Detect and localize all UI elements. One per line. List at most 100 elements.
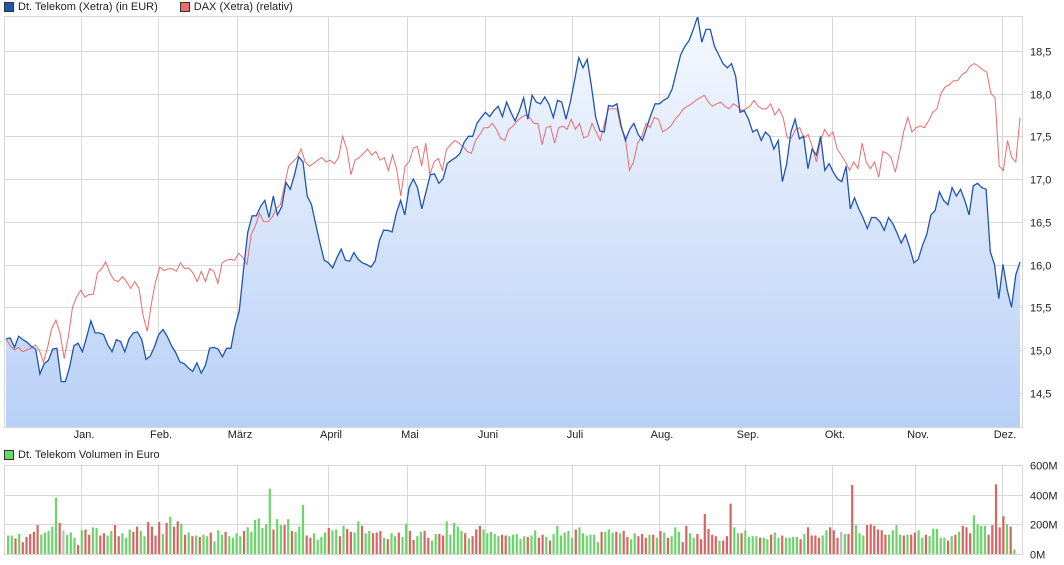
volume-bar xyxy=(265,524,268,554)
volume-bar xyxy=(430,540,434,554)
volume-bar xyxy=(652,534,655,554)
volume-bar xyxy=(836,537,839,554)
volume-bar xyxy=(851,485,854,554)
volume-bar xyxy=(504,535,507,554)
volume-bar xyxy=(464,533,467,554)
y-tick-label: 15,5 xyxy=(1030,303,1051,315)
volume-bar xyxy=(368,531,371,554)
price-area-fill xyxy=(6,16,1020,427)
volume-bar xyxy=(320,536,323,554)
volume-bar xyxy=(482,529,485,554)
volume-bar xyxy=(766,539,769,554)
volume-bar xyxy=(655,537,658,554)
volume-bar xyxy=(825,530,828,554)
x-tick-label: Okt. xyxy=(825,429,845,441)
volume-bar xyxy=(442,535,445,554)
volume-bar xyxy=(128,529,131,554)
volume-bar xyxy=(7,535,10,554)
volume-bar xyxy=(397,532,400,554)
volume-bar xyxy=(158,522,161,554)
volume-bar xyxy=(526,536,529,554)
volume-bar xyxy=(939,537,942,554)
volume-bar xyxy=(692,537,695,554)
volume-bar xyxy=(707,528,710,554)
volume-bar xyxy=(453,522,456,554)
volume-bar xyxy=(829,527,832,554)
volume-bar xyxy=(1009,526,1012,554)
volume-bar xyxy=(1013,549,1016,554)
volume-bar xyxy=(854,525,857,554)
volume-bar xyxy=(781,535,784,554)
volume-bar xyxy=(1002,516,1005,554)
volume-bar xyxy=(626,536,629,554)
volume-bar xyxy=(316,539,319,554)
volume-bar xyxy=(113,525,117,554)
volume-bar xyxy=(663,532,666,554)
volume-bar xyxy=(202,534,205,554)
volume-bar xyxy=(493,534,496,554)
volume-bar xyxy=(10,535,13,554)
volume-bar xyxy=(497,536,500,554)
volume-bar xyxy=(335,529,338,554)
y-tick-label: 16,5 xyxy=(1030,218,1051,230)
volume-bar xyxy=(401,536,404,554)
legend-swatch-blue-icon xyxy=(4,2,14,12)
volume-bars xyxy=(7,484,1016,555)
volume-bar xyxy=(331,530,334,554)
volume-bar xyxy=(272,529,275,554)
dax-line xyxy=(5,63,1021,364)
volume-bar xyxy=(677,531,681,555)
volume-bar xyxy=(965,527,968,554)
volume-bar xyxy=(305,535,308,554)
volume-bar xyxy=(559,535,563,554)
volume-plot-frame xyxy=(4,465,1023,555)
volume-bar xyxy=(607,529,610,554)
volume-bar xyxy=(685,525,688,554)
legend-swatch-green-icon xyxy=(4,450,14,460)
volume-bar xyxy=(759,537,762,554)
volume-bar xyxy=(338,536,341,554)
volume-bar xyxy=(478,525,481,554)
volume-bar xyxy=(563,532,566,554)
volume-bar xyxy=(287,519,290,554)
volume-bar xyxy=(18,534,21,554)
volume-bar xyxy=(648,534,651,554)
volume-bar xyxy=(784,537,787,554)
volume-bar xyxy=(1005,524,1009,554)
volume-bar xyxy=(99,535,102,554)
volume-bar xyxy=(545,536,548,554)
volume-bar xyxy=(125,537,128,554)
volume-bar xyxy=(725,536,728,554)
volume-bar xyxy=(324,532,327,554)
volume-bar xyxy=(762,537,765,554)
volume-bar xyxy=(593,534,596,554)
legend-item-telekom: Dt. Telekom (Xetra) (in EUR) xyxy=(4,1,158,13)
volume-bar xyxy=(987,534,990,554)
legend-item-dax: DAX (Xetra) (relativ) xyxy=(179,1,293,13)
volume-bar xyxy=(290,531,293,554)
volume-bar xyxy=(66,534,69,554)
volume-bar xyxy=(257,518,260,554)
volume-bar xyxy=(902,535,905,554)
price-x-axis: Jan. Feb. März April Mai Juni Juli Aug. Sep. Okt.… xyxy=(74,429,1017,441)
volume-bar xyxy=(622,531,625,554)
volume-bar xyxy=(681,542,684,554)
volume-bar xyxy=(180,523,183,554)
volume-bar xyxy=(792,536,795,554)
volume-bar xyxy=(821,535,824,554)
volume-bar xyxy=(906,534,909,554)
volume-bar xyxy=(508,536,511,554)
volume-bar xyxy=(434,534,437,554)
volume-bar xyxy=(298,526,301,554)
x-tick-label: Juli xyxy=(567,429,584,441)
volume-bar xyxy=(932,528,935,554)
volume-bar xyxy=(154,535,157,554)
volume-bar xyxy=(217,530,220,554)
volume-bar xyxy=(239,536,242,554)
volume-bar xyxy=(47,531,50,554)
x-tick-label: Nov. xyxy=(907,429,929,441)
volume-bar xyxy=(998,527,1001,554)
volume-bar xyxy=(633,533,636,554)
volume-bar xyxy=(637,536,640,554)
volume-bar xyxy=(530,535,533,554)
